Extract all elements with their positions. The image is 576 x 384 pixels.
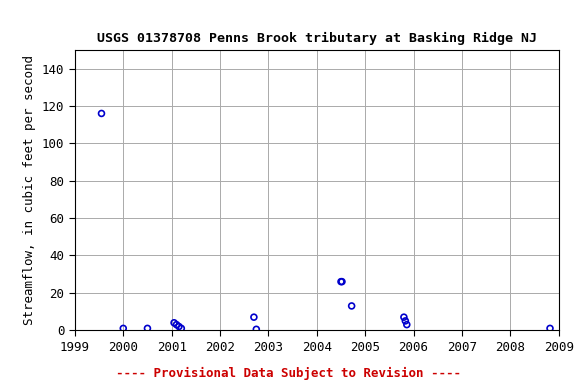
Point	[143, 325, 152, 331]
Point	[338, 278, 347, 285]
Point	[177, 325, 186, 331]
Point	[249, 314, 259, 320]
Point	[169, 320, 179, 326]
Point	[97, 110, 106, 116]
Point	[347, 303, 356, 309]
Text: ---- Provisional Data Subject to Revision ----: ---- Provisional Data Subject to Revisio…	[116, 367, 460, 380]
Point	[401, 318, 410, 324]
Point	[172, 321, 181, 328]
Point	[545, 325, 555, 331]
Y-axis label: Streamflow, in cubic feet per second: Streamflow, in cubic feet per second	[24, 55, 36, 325]
Point	[402, 321, 411, 328]
Point	[252, 326, 261, 333]
Point	[175, 323, 184, 329]
Point	[399, 314, 408, 320]
Point	[336, 278, 346, 285]
Title: USGS 01378708 Penns Brook tributary at Basking Ridge NJ: USGS 01378708 Penns Brook tributary at B…	[97, 31, 537, 45]
Point	[119, 325, 128, 331]
